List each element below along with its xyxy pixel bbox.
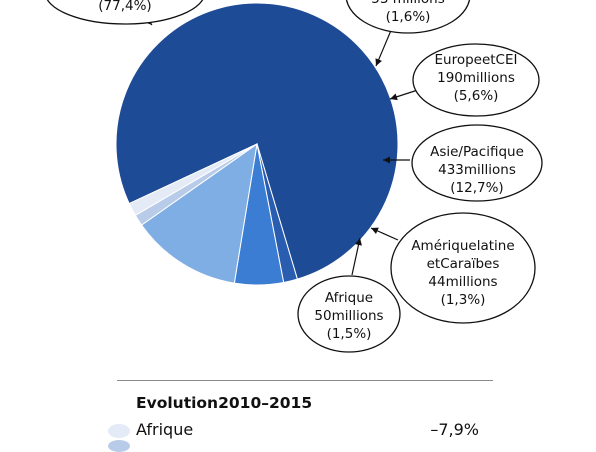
legend-swatch-icon <box>108 440 130 452</box>
callout-africa: Afrique 50millions (1,5%) <box>297 237 401 353</box>
callout-label-europe: (5,6%) <box>454 88 499 104</box>
callout-label-latam: (1,3%) <box>441 292 486 308</box>
callout-bubble-latam <box>390 212 536 324</box>
divider <box>117 380 493 381</box>
evolution-value: –7,9% <box>430 420 479 439</box>
callout-label-latam: etCaraïbes <box>427 256 500 272</box>
callout-label-asia: (12,7%) <box>450 180 503 196</box>
evolution-title: Evolution2010–2015 <box>136 394 313 412</box>
callout-bubble-main <box>46 0 204 25</box>
evolution-row: Afrique –7,9% <box>108 420 483 442</box>
callout-label-latam: Amériquelatine <box>411 238 514 254</box>
callout-label-africa: (1,5%) <box>327 326 372 342</box>
callout-bubble-europe <box>412 43 540 117</box>
callout-label-latam: 44millions <box>428 274 497 290</box>
callout-main: (77,4%) <box>46 0 204 26</box>
arrow-head-icon <box>355 238 362 246</box>
pie-slice-africa <box>128 143 258 217</box>
legend-swatch-icon <box>108 424 130 438</box>
callout-label-slice2: 53 millions <box>371 0 444 7</box>
pie-slice-main <box>115 2 399 280</box>
callout-label-europe: 190millions <box>437 70 515 86</box>
pie-callouts: (77,4%) 53 millions (1,6%) EuropeetCEI 190mi… <box>46 0 543 353</box>
callout-bubble-slice2 <box>345 0 471 34</box>
callout-label-africa: 50millions <box>314 308 383 324</box>
callout-label-europe: EuropeetCEI <box>434 52 517 68</box>
arrow-head-icon <box>375 58 382 66</box>
callout-label-asia: 433millions <box>438 162 516 178</box>
callout-bubble-africa <box>297 275 401 353</box>
evolution-region: Afrique <box>136 420 194 439</box>
arrow-head-icon <box>383 156 390 164</box>
callout-bubble-asia <box>411 124 543 202</box>
callout-label-slice2: (1,6%) <box>386 9 431 25</box>
callout-label-asia: Asie/Pacifique <box>430 144 524 160</box>
callout-label-africa: Afrique <box>325 290 373 306</box>
arrow-head-icon <box>390 93 398 101</box>
callout-label-main: (77,4%) <box>98 0 151 14</box>
pie-slice-asia <box>140 142 258 284</box>
callout-latam: Amériquelatine etCaraïbes 44millions (1,3%) <box>370 212 536 324</box>
callout-asia: Asie/Pacifique 433millions (12,7%) <box>383 124 543 202</box>
callout-slice2: 53 millions (1,6%) <box>345 0 471 67</box>
callout-europe: EuropeetCEI 190millions (5,6%) <box>389 43 540 117</box>
arrow-head-icon <box>371 227 379 235</box>
pie-slices <box>115 2 399 286</box>
